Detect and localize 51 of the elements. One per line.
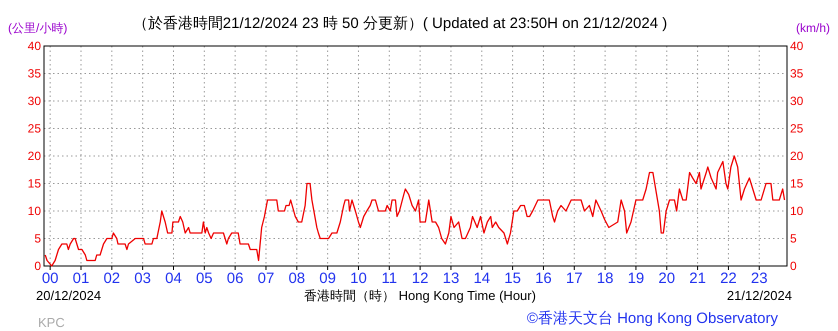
x-tick-label: 15	[504, 270, 521, 287]
y-tick-label: 40	[28, 39, 42, 53]
y2-tick-label: 30	[790, 94, 804, 108]
y-tick-label: 30	[28, 94, 42, 108]
x-tick-label: 13	[442, 270, 460, 287]
x-tick-label: 11	[382, 270, 398, 287]
x-tick-label: 23	[750, 270, 768, 287]
y2-tick-label: 35	[790, 66, 804, 80]
x-tick-label: 19	[628, 270, 644, 287]
y-tick-label: 5	[34, 232, 42, 246]
x-tick-label: 08	[288, 270, 306, 287]
line-series	[44, 155, 786, 267]
x-tick-label: 09	[319, 270, 336, 287]
x-tick-label: 00	[42, 270, 59, 287]
x-tick-label: 14	[473, 270, 490, 287]
y2-tick-label: 10	[790, 204, 804, 218]
x-tick-label: 18	[596, 270, 614, 287]
y-tick-label: 0	[34, 259, 42, 273]
x-tick-label: 07	[258, 270, 274, 287]
y-tick-label: 35	[28, 66, 42, 80]
x-tick-label: 04	[165, 270, 182, 287]
x-tick-label: 10	[350, 270, 367, 287]
x-tick-label: 03	[134, 270, 151, 287]
text: 20/12/2024	[36, 288, 102, 303]
x-tick-label: 01	[72, 270, 90, 287]
y-tick-label: 10	[28, 204, 42, 218]
x-tick-label: 17	[566, 270, 583, 287]
x-tick-label: 05	[196, 270, 213, 287]
x-tick-label: 06	[226, 270, 244, 287]
text: ©香港天文台 Hong Kong Observatory	[526, 310, 778, 327]
chart-title: （於香港時間21/12/2024 23 時 50 分更新）( Updated at 23:50H on 21/12/2024 )	[132, 15, 668, 32]
y2-tick-label: 15	[790, 176, 804, 190]
text: 21/12/2024	[726, 288, 792, 303]
x-tick-label: 22	[720, 270, 737, 287]
y2-tick-label: 5	[790, 232, 797, 246]
x-axis-title: 香港時間（時） Hong Kong Time (Hour)	[304, 288, 536, 303]
x-tick-label: 20	[658, 270, 676, 287]
y-tick-label: 15	[28, 176, 42, 190]
x-tick-label: 02	[103, 270, 120, 287]
x-tick-label: 21	[689, 270, 706, 287]
y-axis-title: (公里/小時)	[8, 21, 68, 35]
text: KPC	[38, 315, 65, 330]
x-tick-label: 12	[412, 270, 428, 287]
y-tick-label: 25	[28, 122, 42, 136]
y2-tick-label: 20	[790, 149, 804, 163]
y2-tick-label: 25	[790, 122, 804, 136]
y2-tick-label: 40	[790, 39, 804, 53]
y-tick-label: 20	[28, 149, 42, 163]
y2-axis-title: (km/h)	[796, 21, 830, 35]
x-tick-label: 16	[535, 270, 552, 287]
y2-tick-label: 0	[790, 259, 797, 273]
